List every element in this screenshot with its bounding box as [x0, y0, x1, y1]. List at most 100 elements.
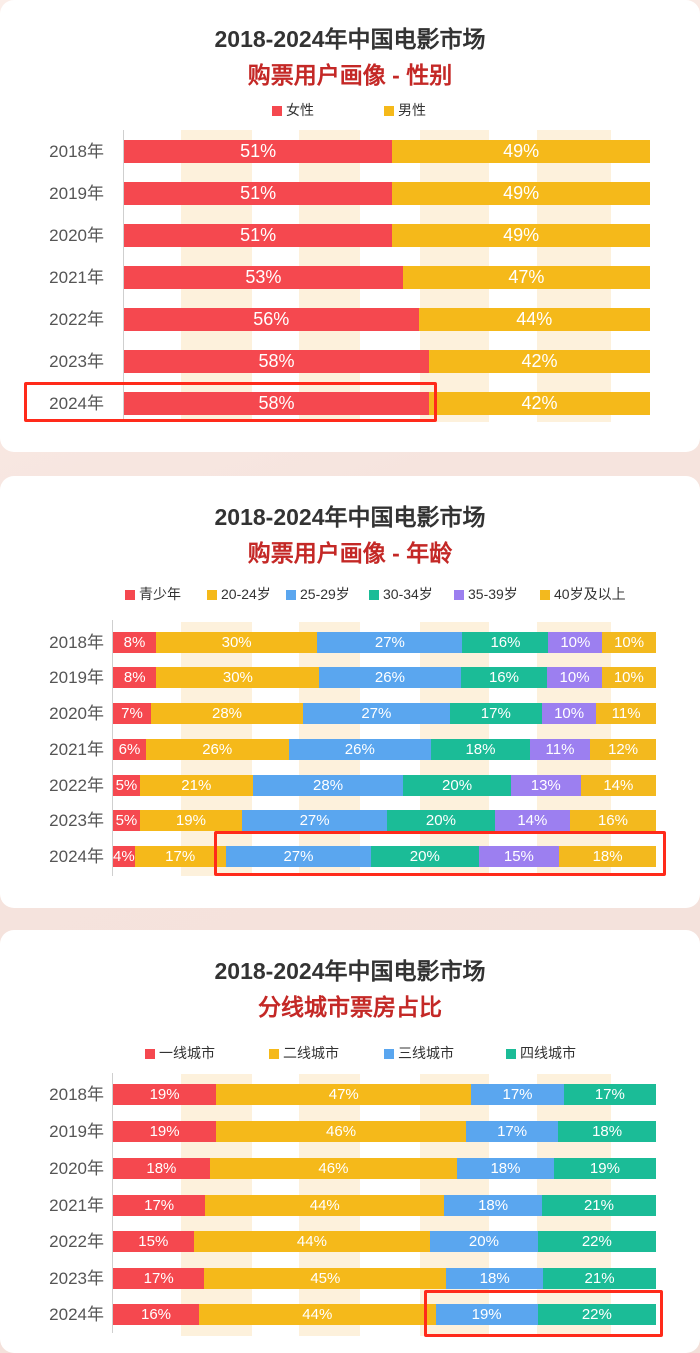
- bar-segment: 8%: [113, 632, 156, 653]
- bar-segment: 44%: [199, 1304, 436, 1325]
- category-label: 2022年: [49, 309, 104, 329]
- bar-segment: 28%: [252, 775, 404, 796]
- chart-title: 2018-2024年中国电影市场: [214, 504, 486, 530]
- bar-segment: 17%: [471, 1084, 564, 1105]
- legend-item: 35-39岁: [454, 584, 518, 604]
- bar-segment: 17%: [113, 1195, 206, 1216]
- category-label: 2023年: [49, 351, 104, 371]
- legend-label: 二线城市: [283, 1045, 339, 1061]
- y-axis-line: [112, 1073, 113, 1333]
- bar-segment: 15%: [113, 1231, 194, 1252]
- bar-segment: 11%: [529, 739, 591, 760]
- category-label: 2021年: [49, 1195, 104, 1215]
- category-label: 2020年: [49, 703, 104, 723]
- legend-swatch: [506, 1049, 516, 1059]
- legend-swatch: [286, 590, 296, 600]
- bar-segment: 16%: [462, 632, 549, 653]
- bar-segment: 18%: [444, 1195, 542, 1216]
- bar-segment: 58%: [124, 392, 430, 415]
- bar-segment: 27%: [303, 703, 450, 724]
- bar-segment: 11%: [596, 703, 656, 724]
- bar-segment: 47%: [216, 1084, 472, 1105]
- category-label: 2023年: [49, 1268, 104, 1288]
- legend-item: 青少年: [125, 584, 181, 604]
- bar-segment: 19%: [139, 810, 243, 831]
- legend-swatch: [272, 106, 282, 116]
- bar-segment: 26%: [145, 739, 289, 760]
- bar-segment: 49%: [392, 140, 650, 163]
- bar-segment: 30%: [156, 667, 320, 688]
- bar-segment: 16%: [460, 667, 548, 688]
- legend-item: 二线城市: [269, 1043, 339, 1063]
- bar-segment: 45%: [204, 1268, 447, 1289]
- legend-label: 三线城市: [398, 1045, 454, 1061]
- bar-segment: 49%: [392, 224, 650, 247]
- legend-item: 三线城市: [384, 1043, 454, 1063]
- bar-segment: 47%: [402, 266, 650, 289]
- bar-segment: 10%: [548, 632, 603, 653]
- bar-segment: 17%: [113, 1268, 205, 1289]
- bar-segment: 21%: [543, 1268, 656, 1289]
- legend-label: 青少年: [139, 586, 181, 602]
- legend-item: 25-29岁: [286, 584, 350, 604]
- legend-item: 男性: [384, 100, 426, 120]
- legend-item: 女性: [272, 100, 314, 120]
- bar-segment: 22%: [537, 1304, 656, 1325]
- bar-segment: 19%: [435, 1304, 538, 1325]
- legend-item: 一线城市: [145, 1043, 215, 1063]
- chart-subtitle: 分线城市票房占比: [258, 994, 442, 1020]
- category-label: 2018年: [49, 1084, 104, 1104]
- highlight-box: [423, 1290, 663, 1337]
- bar-segment: 4%: [113, 846, 135, 867]
- chart-title: 2018-2024年中国电影市场: [214, 26, 486, 52]
- bar-segment: 14%: [580, 775, 656, 796]
- bar-segment: 21%: [139, 775, 253, 796]
- bar-segment: 26%: [319, 667, 461, 688]
- bar-segment: 20%: [371, 846, 479, 867]
- chart-legend: 女性 男性: [0, 100, 700, 120]
- bar-segment: 53%: [124, 266, 403, 289]
- chart-legend: 青少年 20-24岁 25-29岁 30-34岁 35-39岁 40岁及以上: [0, 584, 700, 604]
- legend-item: 30-34岁: [369, 584, 433, 604]
- bar-segment: 26%: [288, 739, 432, 760]
- y-axis-line: [112, 620, 113, 876]
- bar-segment: 18%: [457, 1158, 554, 1179]
- bar-segment: 13%: [510, 775, 581, 796]
- chart-title: 2018-2024年中国电影市场: [214, 958, 486, 984]
- bar-segment: 12%: [590, 739, 656, 760]
- bar-segment: 44%: [193, 1231, 431, 1252]
- bar-segment: 6%: [113, 739, 146, 760]
- legend-swatch: [384, 1049, 394, 1059]
- bar-segment: 10%: [602, 632, 656, 653]
- highlight-box: [24, 382, 437, 422]
- bar-segment: 5%: [113, 775, 140, 796]
- bar-segment: 14%: [494, 810, 570, 831]
- category-label: 2021年: [49, 739, 104, 759]
- legend-swatch: [540, 590, 550, 600]
- bar-segment: 20%: [387, 810, 495, 831]
- bar-segment: 27%: [242, 810, 388, 831]
- category-label: 2018年: [49, 632, 104, 652]
- legend-label: 男性: [398, 102, 426, 118]
- bar-segment: 51%: [124, 224, 393, 247]
- bar-segment: 46%: [216, 1121, 466, 1142]
- legend-label: 女性: [286, 102, 314, 118]
- bar-segment: 8%: [113, 667, 157, 688]
- legend-swatch: [384, 106, 394, 116]
- highlight-box: [213, 831, 666, 876]
- bar-segment: 51%: [124, 140, 393, 163]
- chart-subtitle: 购票用户画像 - 性别: [247, 62, 453, 88]
- category-label: 2018年: [49, 141, 104, 161]
- category-label: 2022年: [49, 1231, 104, 1251]
- legend-item: 20-24岁: [207, 584, 271, 604]
- bar-segment: 49%: [392, 182, 650, 205]
- bar-segment: 20%: [430, 1231, 538, 1252]
- category-label: 2021年: [49, 267, 104, 287]
- legend-swatch: [369, 590, 379, 600]
- bar-segment: 21%: [541, 1195, 656, 1216]
- bar-segment: 16%: [569, 810, 656, 831]
- legend-label: 20-24岁: [221, 586, 271, 602]
- legend-label: 40岁及以上: [554, 586, 626, 602]
- bar-segment: 30%: [156, 632, 318, 653]
- bar-segment: 15%: [478, 846, 560, 867]
